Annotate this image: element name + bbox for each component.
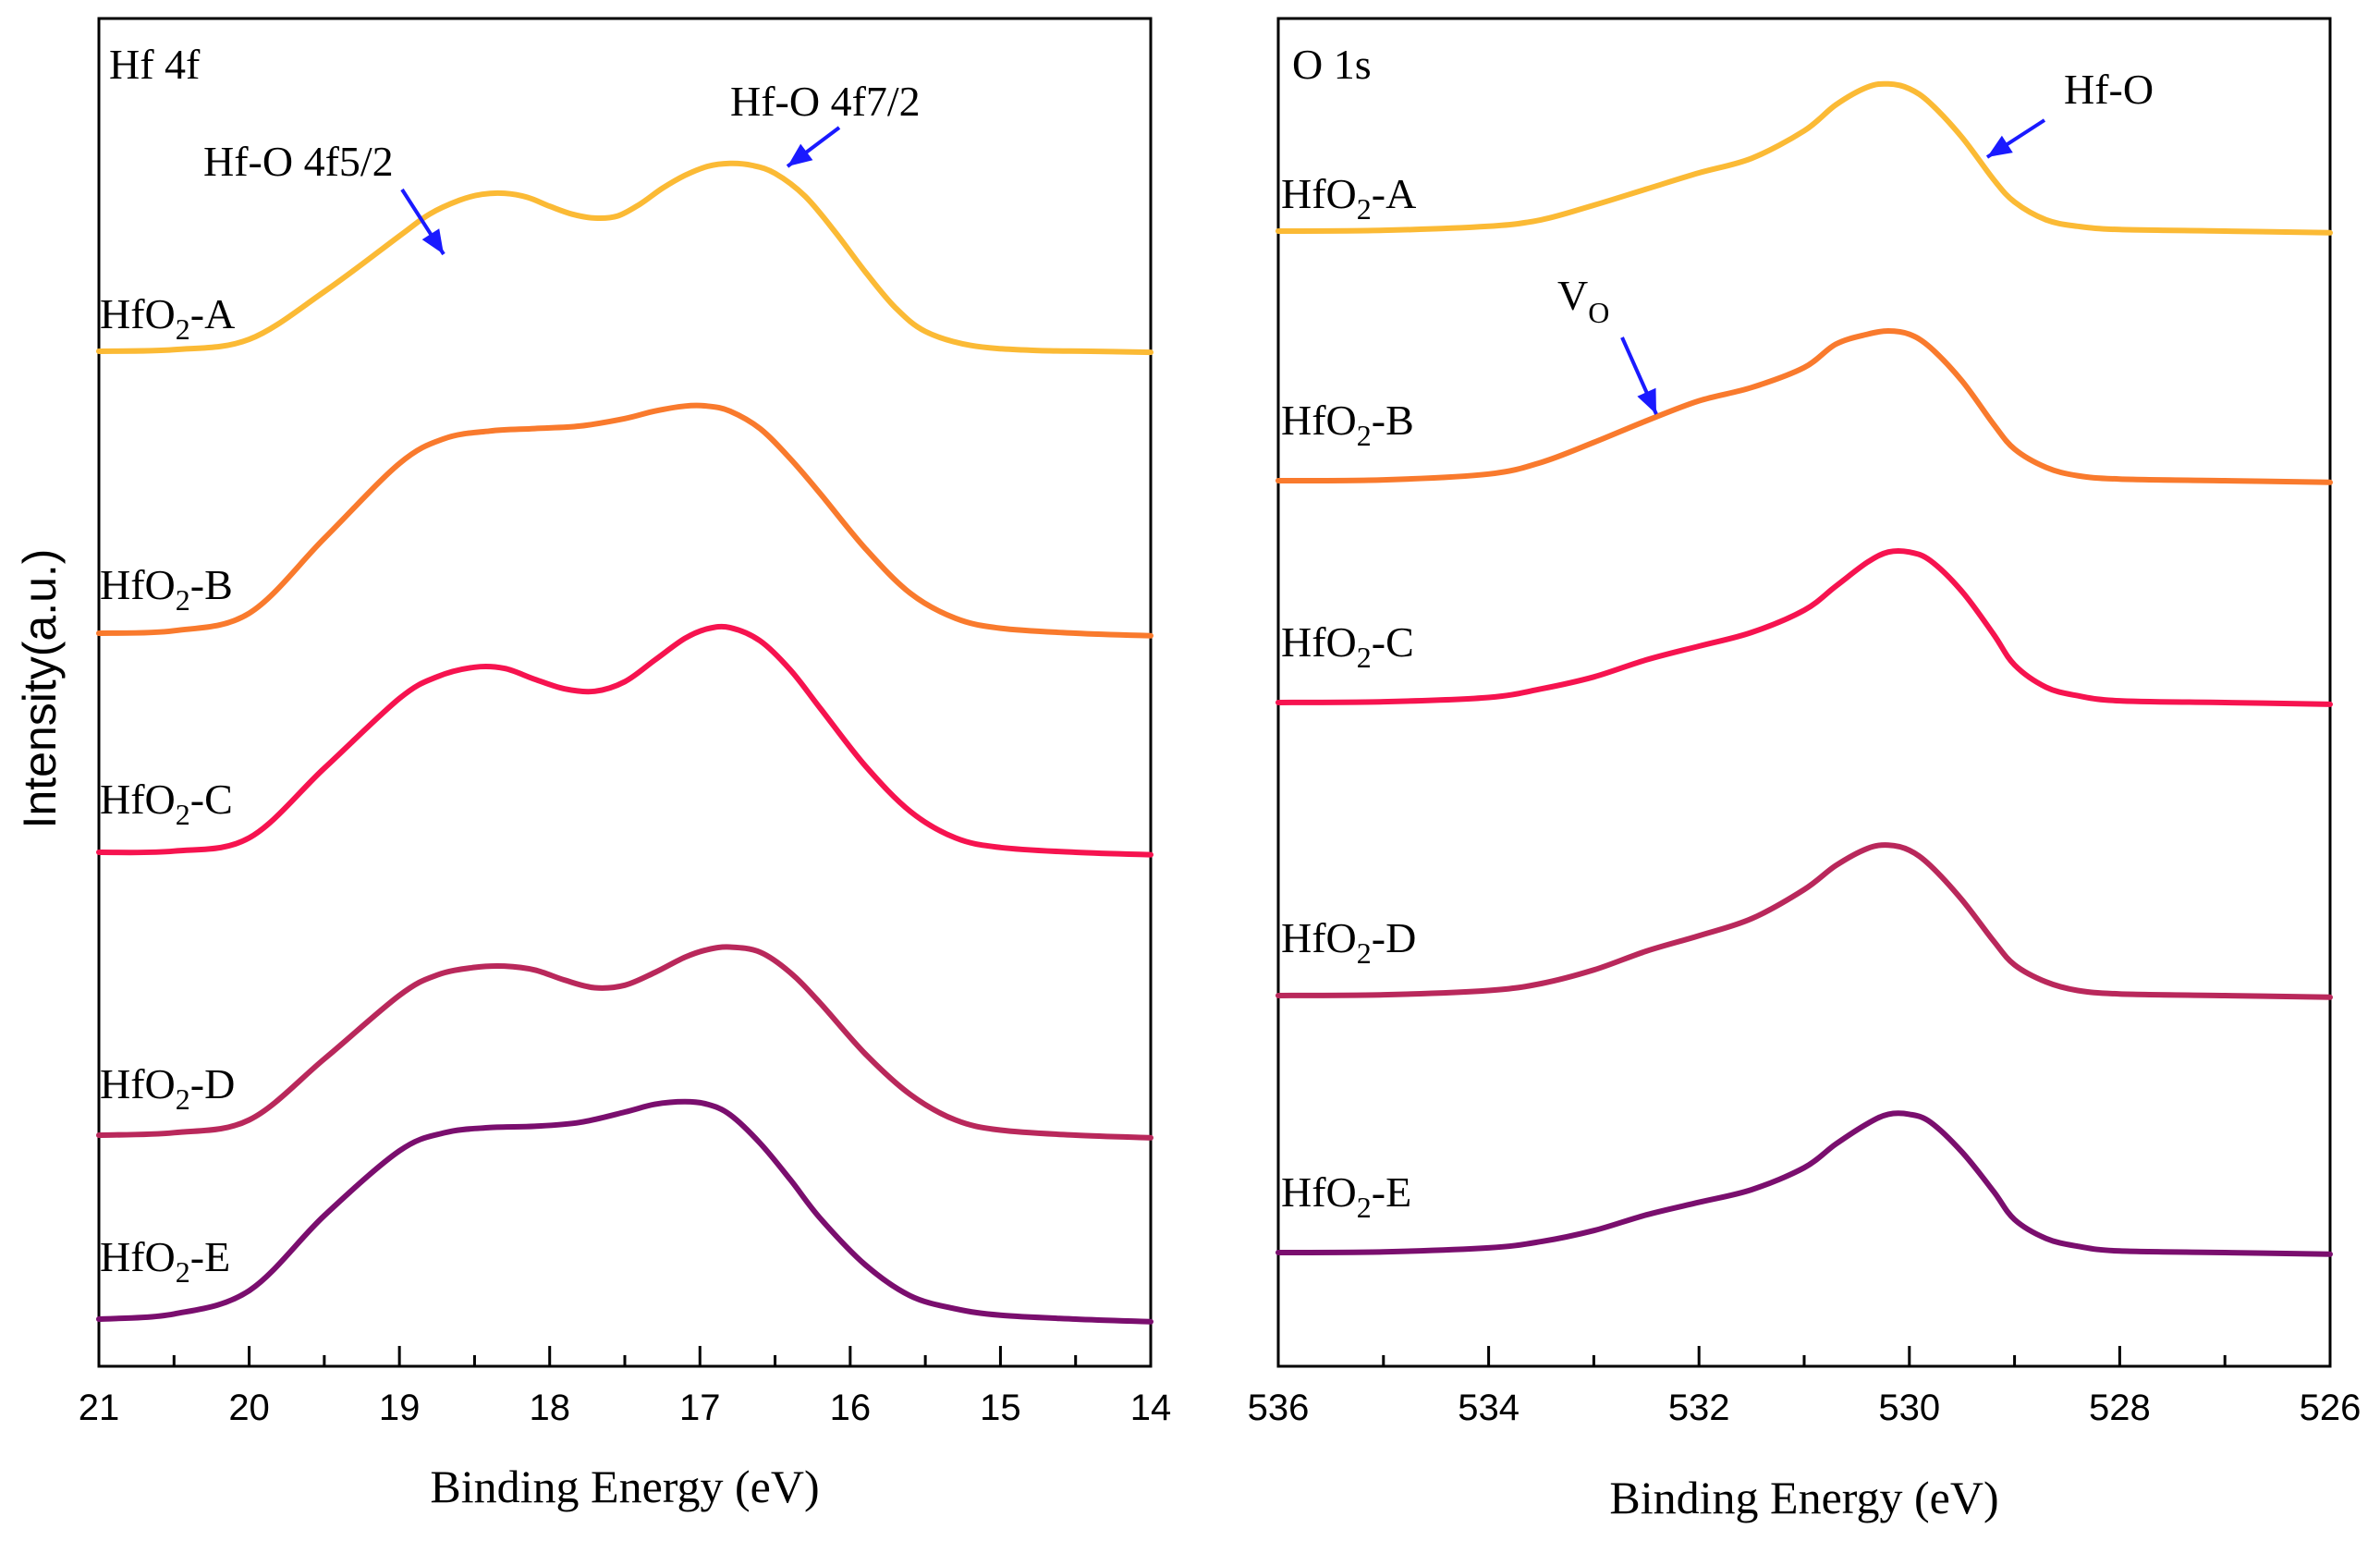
series-label-suffix: -C (190, 776, 233, 823)
x-tick-label: 14 (1130, 1388, 1172, 1428)
annotation-text: Hf-O 4f5/2 (203, 138, 394, 185)
series-label-main: HfO (1281, 914, 1357, 961)
x-tick-label: 18 (529, 1388, 570, 1428)
annotation-arrow-head (421, 228, 444, 254)
annotation-arrow-head (1987, 135, 2013, 157)
series-label-subscript: 2 (176, 798, 190, 831)
x-tick-label: 17 (679, 1388, 721, 1428)
series-label-suffix: -A (1372, 170, 1417, 217)
panel-label: Hf 4f (109, 41, 201, 88)
series-label-subscript: 2 (1357, 641, 1372, 674)
spectrum-line-hfo2-b (1275, 328, 2333, 485)
series-label-subscript: 2 (176, 1082, 190, 1116)
annotation-text: V (1557, 272, 1588, 319)
annotation-arrow-head (787, 143, 813, 166)
series-label-subscript: 2 (1357, 1191, 1372, 1224)
series-label-main: HfO (100, 776, 176, 823)
annotation-label: VO (1557, 272, 1609, 329)
series-label-main: HfO (100, 1233, 176, 1280)
series-label-main: HfO (100, 561, 176, 608)
series-label-suffix: -E (190, 1233, 230, 1280)
x-axis-ticks: 21 20 19 18 17 16 15 14 (79, 1346, 1172, 1428)
spectrum-line-hfo2-e (1275, 1110, 2333, 1257)
annotation-label: Hf-O (2064, 66, 2154, 113)
series-label: HfO2-A (100, 290, 235, 346)
series-label-suffix: -E (1372, 1168, 1411, 1216)
series-label-main: HfO (1281, 397, 1357, 444)
panel-hf-4f: Hf 4f 21 20 19 18 17 16 15 14 HfO2-AHfO2-BHfO2-… (79, 17, 1172, 1512)
annotation-label: Hf-O 4f5/2 (203, 138, 394, 185)
series-label-main: HfO (100, 1060, 176, 1107)
x-tick-label: 528 (2089, 1388, 2151, 1428)
x-tick-label: 526 (2300, 1388, 2362, 1428)
series-label: HfO2-B (1281, 397, 1414, 452)
series-label: HfO2-C (100, 776, 233, 831)
y-axis-label: Intensity(a.u.) (14, 549, 66, 829)
spectra (1275, 80, 2333, 1257)
x-axis-label: Binding Energy (eV) (1609, 1472, 1998, 1523)
series-label: HfO2-E (1281, 1168, 1411, 1224)
peak-annotations: Hf-O VO (1557, 66, 2154, 415)
annotation-text: Hf-O 4f7/2 (730, 78, 921, 125)
panel-o-1s: O 1s 536 534 532 530 528 526 HfO2-AHfO2-BHfO2… (1248, 17, 2362, 1523)
series-label-suffix: -B (1372, 397, 1414, 444)
x-tick-label: 534 (1458, 1388, 1520, 1428)
x-tick-label: 530 (1878, 1388, 1940, 1428)
x-tick-label: 19 (379, 1388, 421, 1428)
x-tick-label: 536 (1248, 1388, 1310, 1428)
x-axis-label: Binding Energy (eV) (430, 1461, 819, 1512)
annotation-text: Hf-O (2064, 66, 2154, 113)
series-label-subscript: 2 (176, 1255, 190, 1289)
series-label: HfO2-A (1281, 170, 1416, 226)
spectra (96, 160, 1153, 1325)
annotation-arrow-head (1637, 387, 1656, 414)
spectrum-line-hfo2-a (1275, 80, 2333, 236)
spectrum-line-hfo2-d (1275, 842, 2333, 1000)
series-label: HfO2-B (100, 561, 233, 617)
panel-label: O 1s (1292, 41, 1372, 88)
series-label-subscript: 2 (1357, 419, 1372, 452)
series-label-suffix: -D (1372, 914, 1417, 961)
x-axis-ticks: 536 534 532 530 528 526 (1248, 1346, 2362, 1428)
series-label-suffix: -C (1372, 618, 1414, 666)
peak-annotations: Hf-O 4f5/2 Hf-O 4f7/2 (203, 78, 921, 256)
series-label-subscript: 2 (176, 312, 190, 346)
spectrum-line-hfo2-b (96, 402, 1153, 639)
series-label-subscript: 2 (176, 583, 190, 617)
series-label: HfO2-C (1281, 618, 1414, 674)
spectrum-line-hfo2-a (96, 160, 1153, 356)
series-label-main: HfO (1281, 1168, 1357, 1216)
annotation-label: Hf-O 4f7/2 (730, 78, 921, 125)
x-tick-label: 16 (830, 1388, 872, 1428)
spectrum-line-hfo2-c (1275, 547, 2333, 707)
series-label: HfO2-E (100, 1233, 230, 1289)
spectrum-line-hfo2-d (96, 944, 1153, 1141)
x-tick-label: 15 (980, 1388, 1021, 1428)
series-label-suffix: -A (190, 290, 236, 337)
x-tick-label: 532 (1668, 1388, 1730, 1428)
series-label-subscript: 2 (1357, 192, 1372, 226)
series-label: HfO2-D (100, 1060, 235, 1116)
series-label-suffix: -D (190, 1060, 236, 1107)
series-label-subscript: 2 (1357, 936, 1372, 970)
spectrum-line-hfo2-c (96, 623, 1153, 858)
series-label-main: HfO (1281, 170, 1357, 217)
annotation-subscript: O (1588, 296, 1609, 329)
x-tick-label: 20 (228, 1388, 270, 1428)
spectrum-line-hfo2-e (96, 1098, 1153, 1325)
x-tick-label: 21 (79, 1388, 120, 1428)
series-label-main: HfO (1281, 618, 1357, 666)
series-label: HfO2-D (1281, 914, 1416, 970)
series-label-main: HfO (100, 290, 176, 337)
series-label-suffix: -B (190, 561, 233, 608)
